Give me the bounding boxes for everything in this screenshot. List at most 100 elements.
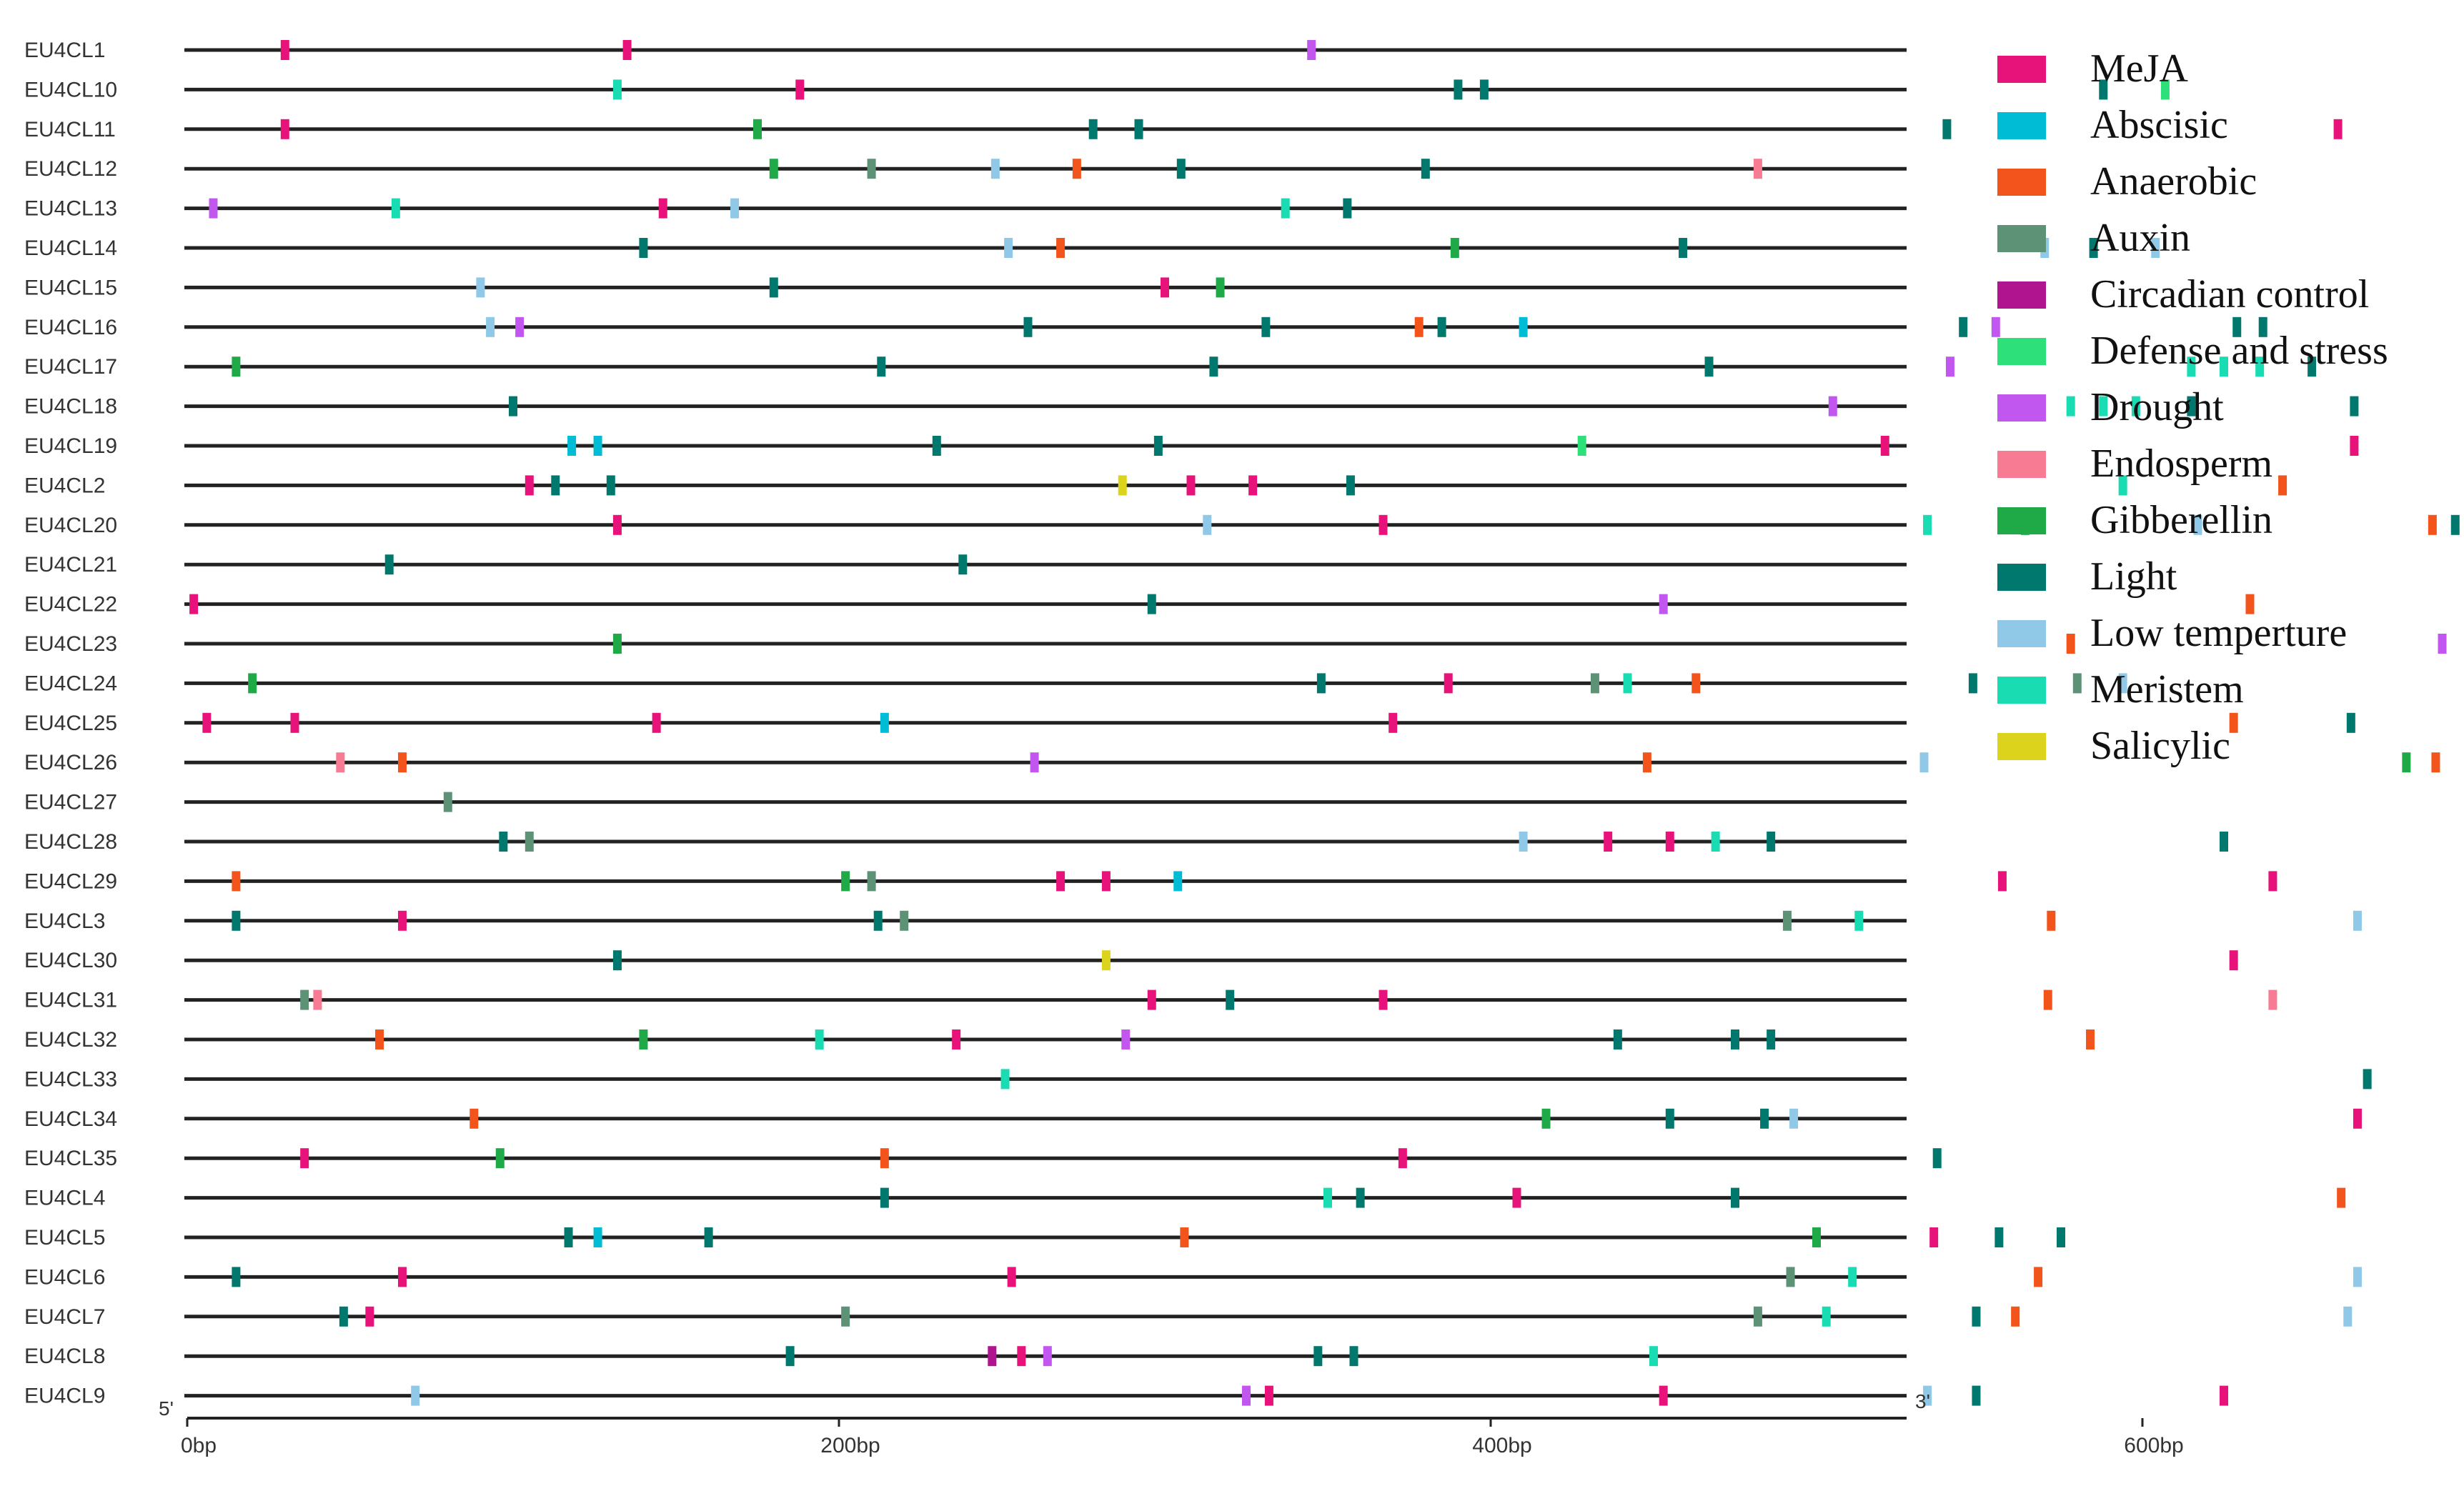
legend-item: Auxin: [1997, 216, 2190, 260]
gene-row: EU4CL24: [24, 672, 2127, 695]
element-mark-meja: [397, 1267, 407, 1287]
gene-row: EU4CL33: [24, 1067, 2372, 1091]
three-prime-label: 3': [1915, 1390, 1930, 1412]
gene-row: EU4CL16: [24, 316, 2267, 339]
element-mark-light: [1959, 316, 1968, 337]
gene-label: EU4CL28: [24, 830, 117, 854]
legend-label: Salicylic: [2090, 724, 2230, 768]
element-mark-anaerobic: [1180, 1227, 1189, 1247]
element-mark-light: [1349, 1346, 1358, 1367]
element-mark-drought: [209, 198, 218, 219]
element-mark-low-temperture: [1789, 1108, 1799, 1129]
element-mark-low-temperture: [990, 159, 1000, 179]
element-mark-meja: [2268, 871, 2277, 892]
element-mark-abscisic: [1173, 871, 1183, 892]
element-mark-drought: [1945, 356, 1954, 377]
element-mark-gibberellin: [1541, 1108, 1551, 1129]
element-mark-drought: [515, 316, 525, 337]
element-mark-meristem: [1822, 1306, 1831, 1327]
element-mark-meristem: [391, 198, 400, 219]
gene-row: EU4CL27: [24, 791, 1907, 814]
gene-row: EU4CL8: [24, 1345, 1907, 1368]
element-mark-meristem: [1854, 910, 1864, 931]
element-mark-light: [1343, 198, 1352, 219]
element-mark-meja: [1264, 1385, 1273, 1406]
element-mark-gibberellin: [1812, 1227, 1821, 1247]
element-mark-anaerobic: [880, 1148, 889, 1169]
element-mark-drought: [2438, 634, 2447, 654]
element-mark-light: [2450, 514, 2460, 535]
element-mark-anaerobic: [2278, 475, 2287, 496]
gene-label: EU4CL6: [24, 1265, 105, 1289]
element-mark-auxin: [900, 910, 909, 931]
element-mark-light: [1994, 1227, 2004, 1247]
element-mark-light: [384, 554, 394, 575]
element-mark-endosperm: [336, 752, 345, 773]
gene-label: EU4CL32: [24, 1028, 117, 1052]
gene-row: EU4CL35: [24, 1147, 1942, 1170]
element-mark-anaerobic: [1691, 673, 1701, 694]
element-mark-meja: [2220, 1385, 2228, 1406]
element-mark-meristem: [2220, 356, 2228, 377]
gene-label: EU4CL8: [24, 1345, 105, 1368]
element-mark-abscisic: [1519, 316, 1528, 337]
element-mark-light: [639, 238, 648, 258]
legend-label: MeJA: [2090, 46, 2188, 91]
gene-row: EU4CL5: [24, 1226, 2065, 1250]
element-mark-meristem: [1848, 1267, 1857, 1287]
element-mark-meja: [280, 40, 289, 60]
gene-label: EU4CL21: [24, 553, 117, 577]
legend-item: Endosperm: [1997, 442, 2272, 486]
gene-label: EU4CL1: [24, 39, 105, 62]
element-mark-meja: [1378, 989, 1388, 1010]
element-mark-low-temperture: [2343, 1306, 2353, 1327]
element-mark-light: [1932, 1148, 1942, 1169]
element-mark-meja: [652, 712, 661, 733]
element-mark-meja: [1017, 1346, 1026, 1367]
element-mark-low-temperture: [2353, 910, 2362, 931]
element-mark-light: [232, 1267, 241, 1287]
element-mark-meristem: [1923, 514, 1932, 535]
element-mark-anaerobic: [2337, 1187, 2346, 1208]
element-mark-light: [932, 436, 941, 456]
gene-label: EU4CL19: [24, 434, 117, 458]
gene-row: EU4CL26: [24, 751, 2440, 774]
element-mark-low-temperture: [1919, 752, 1929, 773]
element-mark-gibberellin: [495, 1148, 505, 1169]
tick-label: 0bp: [181, 1434, 217, 1457]
element-mark-meja: [1248, 475, 1258, 496]
element-mark-salicylic: [1101, 950, 1111, 971]
element-mark-anaerobic: [2428, 514, 2437, 535]
element-mark-low-temperture: [1203, 514, 1212, 535]
element-mark-anaerobic: [2431, 752, 2440, 773]
gene-row: EU4CL18: [24, 395, 2359, 419]
legend-swatch-low-temperture: [1997, 620, 2046, 647]
element-mark-meja: [612, 514, 622, 535]
element-mark-salicylic: [1118, 475, 1127, 496]
gene-label: EU4CL13: [24, 197, 117, 221]
element-mark-meja: [189, 594, 199, 614]
gene-row: EU4CL15: [24, 276, 1907, 299]
element-mark-light: [1972, 1385, 1981, 1406]
element-mark-low-temperture: [2193, 514, 2202, 535]
legend-label: Endosperm: [2090, 442, 2272, 486]
element-mark-meristem: [612, 79, 622, 100]
element-mark-light: [2089, 238, 2098, 258]
element-mark-light: [1209, 356, 1218, 377]
legend-label: Abscisic: [2090, 103, 2228, 147]
element-mark-light: [2099, 79, 2108, 100]
element-mark-anaerobic: [2047, 910, 2056, 931]
gene-row: EU4CL4: [24, 1187, 2346, 1210]
element-mark-auxin: [841, 1306, 850, 1327]
element-mark-light: [1679, 238, 1688, 258]
gene-label: EU4CL35: [24, 1147, 117, 1170]
legend-swatch-salicylic: [1997, 733, 2046, 760]
gene-row: EU4CL14: [24, 236, 2160, 260]
element-mark-meristem: [2118, 475, 2127, 496]
gene-row: EU4CL29: [24, 869, 2277, 893]
element-mark-light: [339, 1306, 348, 1327]
legend-label: Anaerobic: [2090, 159, 2257, 204]
element-mark-auxin: [525, 832, 534, 852]
element-mark-light: [958, 554, 968, 575]
element-mark-light: [1972, 1306, 1981, 1327]
